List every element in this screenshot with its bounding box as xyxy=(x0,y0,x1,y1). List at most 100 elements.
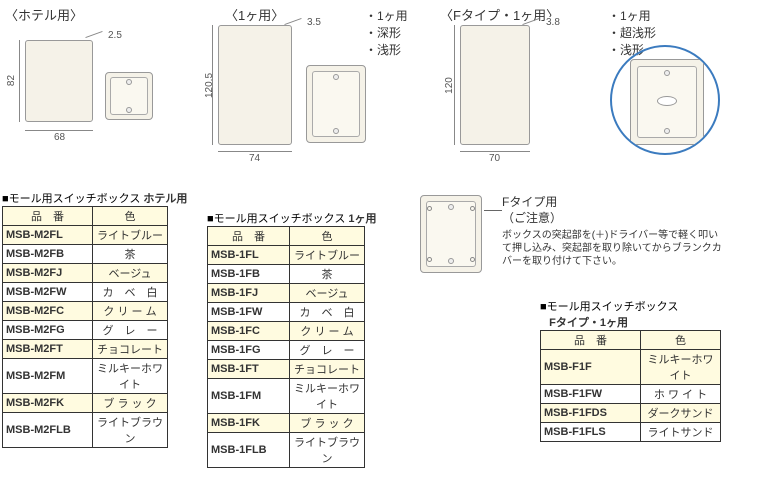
dim-line-h xyxy=(25,130,93,131)
code-cell: MSB-1FLB xyxy=(208,433,290,468)
code-cell: MSB-1FJ xyxy=(208,284,290,303)
title-suffix: ホテル用 xyxy=(143,193,187,205)
hotel-dim-w: 68 xyxy=(53,132,66,143)
table-row: MSB-F1FDSダークサンド xyxy=(541,404,721,423)
knockout xyxy=(657,96,677,106)
note-title: Fタイプ用 （ご注意） xyxy=(502,195,722,226)
bullet: ・1ヶ用 xyxy=(365,8,408,25)
dim-line-h xyxy=(218,151,292,152)
table-row: MSB-F1FWホ ワ イ ト xyxy=(541,385,721,404)
code-cell: MSB-M2FT xyxy=(3,340,93,359)
table-row: MSB-1FJベージュ xyxy=(208,284,365,303)
one-dim-w: 74 xyxy=(248,153,261,164)
table-row: MSB-1FMミルキーホワイト xyxy=(208,379,365,414)
ftype-dim-t: 3.8 xyxy=(545,17,561,28)
code-cell: MSB-M2FG xyxy=(3,321,93,340)
ftype-diagram: 120 70 3.8 xyxy=(460,25,530,145)
one-diagram: 120.5 74 3.5 xyxy=(218,25,292,145)
code-cell: MSB-1FW xyxy=(208,303,290,322)
table-row: MSB-1FLBライトブラウン xyxy=(208,433,365,468)
code-cell: MSB-F1FW xyxy=(541,385,641,404)
color-cell: グ レ ー xyxy=(290,341,365,360)
table-row: MSB-M2FLライトブルー xyxy=(3,226,168,245)
screw-icon xyxy=(664,128,670,134)
th-color: 色 xyxy=(290,227,365,246)
note-title-text: Fタイプ用 xyxy=(502,195,557,209)
code-cell: MSB-M2FM xyxy=(3,359,93,394)
color-cell: ベージュ xyxy=(93,264,168,283)
dim-line-v xyxy=(454,25,455,145)
table-row: MSB-1FTチョコレート xyxy=(208,360,365,379)
table-row: MSB-1FB茶 xyxy=(208,265,365,284)
color-cell: ブ ラ ッ ク xyxy=(290,414,365,433)
bullet: ・浅形 xyxy=(365,42,408,59)
screw-icon xyxy=(448,258,454,264)
protrusion-dot xyxy=(427,257,432,262)
color-cell: ブ ラ ッ ク xyxy=(93,394,168,413)
color-cell: ベージュ xyxy=(290,284,365,303)
hotel-table: 品 番色 MSB-M2FLライトブルーMSB-M2FB茶MSB-M2FJベージュ… xyxy=(2,206,168,448)
screw-icon xyxy=(126,107,132,113)
screw-icon xyxy=(126,79,132,85)
th-code: 品 番 xyxy=(541,331,641,350)
one-cover xyxy=(218,25,292,145)
ftype-box xyxy=(630,59,704,145)
color-cell: チョコレート xyxy=(93,340,168,359)
bullet: ・深形 xyxy=(365,25,408,42)
color-cell: ダークサンド xyxy=(641,404,721,423)
ftype-dim-w: 70 xyxy=(488,153,501,164)
hotel-dim-t: 2.5 xyxy=(107,30,123,41)
color-cell: グ レ ー xyxy=(93,321,168,340)
color-cell: ライトブラウン xyxy=(290,433,365,468)
one-table: 品 番色 MSB-1FLライトブルーMSB-1FB茶MSB-1FJベージュMSB… xyxy=(207,226,365,468)
color-cell: 茶 xyxy=(93,245,168,264)
color-cell: チョコレート xyxy=(290,360,365,379)
one-table-title: ■モール用スイッチボックス 1ヶ用 xyxy=(207,210,377,226)
table-row: MSB-F1Fミルキーホワイト xyxy=(541,350,721,385)
color-cell: ホ ワ イ ト xyxy=(641,385,721,404)
table-row: MSB-1FLライトブルー xyxy=(208,246,365,265)
table-row: MSB-1FGグ レ ー xyxy=(208,341,365,360)
table-row: MSB-M2FKブ ラ ッ ク xyxy=(3,394,168,413)
th-code: 品 番 xyxy=(208,227,290,246)
protrusion-dot xyxy=(427,206,432,211)
ftype-section-label: 〈Fタイプ・1ヶ用〉 xyxy=(440,5,559,24)
th-color: 色 xyxy=(93,207,168,226)
protrusion-dot xyxy=(470,257,475,262)
ftype-table-title: ■モール用スイッチボックス Fタイプ・1ヶ用 xyxy=(540,298,721,330)
dim-line-v xyxy=(212,25,213,145)
hotel-dim-h: 82 xyxy=(6,74,17,87)
code-cell: MSB-1FK xyxy=(208,414,290,433)
one-section-label: 〈1ヶ用〉 xyxy=(225,5,284,24)
screw-icon xyxy=(333,128,339,134)
note-box-diagram xyxy=(420,195,482,273)
ftype-table-block: ■モール用スイッチボックス Fタイプ・1ヶ用 品 番色 MSB-F1Fミルキーホ… xyxy=(540,298,721,442)
screw-icon xyxy=(333,74,339,80)
code-cell: MSB-F1FDS xyxy=(541,404,641,423)
code-cell: MSB-1FG xyxy=(208,341,290,360)
one-bullets: ・1ヶ用 ・深形 ・浅形 xyxy=(365,8,408,58)
th-code: 品 番 xyxy=(3,207,93,226)
code-cell: MSB-1FB xyxy=(208,265,290,284)
title-prefix: ■モール用スイッチボックス xyxy=(2,193,143,205)
code-cell: MSB-M2FJ xyxy=(3,264,93,283)
table-row: MSB-1FCク リ ー ム xyxy=(208,322,365,341)
color-cell: 茶 xyxy=(290,265,365,284)
table-row: MSB-M2FB茶 xyxy=(3,245,168,264)
ftype-cover xyxy=(460,25,530,145)
color-cell: ライトブルー xyxy=(290,246,365,265)
table-row: MSB-M2FTチョコレート xyxy=(3,340,168,359)
table-row: MSB-M2FLBライトブラウン xyxy=(3,413,168,448)
code-cell: MSB-M2FLB xyxy=(3,413,93,448)
bullet: ・超浅形 xyxy=(608,25,656,42)
ftype-table: 品 番色 MSB-F1FミルキーホワイトMSB-F1FWホ ワ イ トMSB-F… xyxy=(540,330,721,442)
note-subtitle: （ご注意） xyxy=(502,211,562,225)
one-dim-t: 3.5 xyxy=(306,17,322,28)
code-cell: MSB-M2FC xyxy=(3,302,93,321)
code-cell: MSB-F1FLS xyxy=(541,423,641,442)
dim-line-v xyxy=(19,40,20,122)
code-cell: MSB-1FC xyxy=(208,322,290,341)
note-body: ボックスの突起部を(＋)ドライバー等で軽く叩いて押し込み、突起部を取り除いてから… xyxy=(502,229,722,268)
color-cell: ライトブラウン xyxy=(93,413,168,448)
code-cell: MSB-1FT xyxy=(208,360,290,379)
